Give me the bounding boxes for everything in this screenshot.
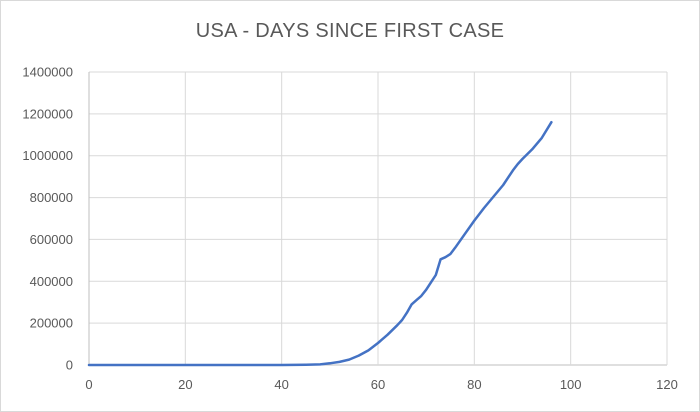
x-tick-label: 0 — [85, 377, 92, 392]
tick-layer: 0 200000 400000 600000 800000 1000000 1200000 1… — [22, 65, 677, 393]
series-line — [87, 120, 553, 367]
y-tick-label: 1200000 — [22, 106, 73, 121]
x-tick-label: 120 — [656, 377, 678, 392]
x-tick-label: 40 — [274, 377, 288, 392]
y-tick-label: 800000 — [30, 190, 73, 205]
y-tick-label: 0 — [66, 358, 73, 373]
x-tick-label: 60 — [371, 377, 385, 392]
y-tick-label: 1000000 — [22, 148, 73, 163]
x-tick-label: 80 — [467, 377, 481, 392]
chart-title: USA - DAYS SINCE FIRST CASE — [195, 20, 505, 42]
series-layer — [87, 120, 553, 367]
x-tick-label: 100 — [560, 377, 582, 392]
y-tick-label: 1400000 — [22, 65, 73, 80]
y-tick-label: 200000 — [30, 316, 73, 331]
y-tick-label: 400000 — [30, 274, 73, 289]
grid-layer — [88, 71, 668, 366]
y-tick-label: 600000 — [30, 232, 73, 247]
x-tick-label: 20 — [178, 377, 192, 392]
